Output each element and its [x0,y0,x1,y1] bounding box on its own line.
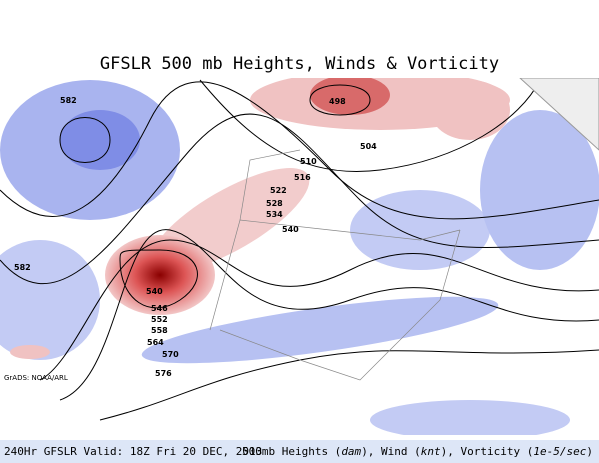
footer-left: 240Hr GFSLR Valid: 18Z Fri 20 DEC, 2013 [4,445,263,458]
contour-label: 540 [146,287,163,296]
contour-label: 516 [294,173,311,182]
credit: GrADS: NOAA/ARL [4,374,68,382]
contour-label: 534 [266,210,283,219]
map-field [0,78,599,435]
contour-label: 546 [151,304,168,313]
contour-labels: 582 498 504 510 516 522 528 534 540 582 540 546 552 5… [14,96,377,378]
contour-label: 558 [151,326,168,335]
contour-label: 504 [360,142,377,151]
contour-label: 582 [14,263,31,272]
footer-right-part: knt [420,445,441,458]
contour-label: 498 [329,97,346,106]
footer-right-part: 1e-5/sec [533,445,587,458]
contour-label: 528 [266,199,283,208]
contour-label: 552 [151,315,168,324]
footer-right-part: 500mb Heights ( [241,445,342,458]
footer-right-part: ), Vorticity ( [440,445,534,458]
footer-right-part: dam [341,445,362,458]
footer-right-part: ) [586,445,593,458]
contour-label: 570 [162,350,179,359]
title: GFSLR 500 mb Heights, Winds & Vorticity [99,54,500,74]
contour-label: 564 [147,338,164,347]
footer: 240Hr GFSLR Valid: 18Z Fri 20 DEC, 2013 … [0,440,599,463]
contour-label: 510 [300,157,317,166]
contour-label: 522 [270,186,287,195]
contour-label: 582 [60,96,77,105]
footer-right-part: ), Wind ( [361,445,421,458]
footer-right: 500mb Heights (dam), Wind (knt), Vortici… [242,445,593,458]
weather-map: GrADS: NOAA/ARL 582 498 504 510 516 522 528 534… [0,78,599,435]
contour-label: 540 [282,225,299,234]
contour-label: 576 [155,369,172,378]
